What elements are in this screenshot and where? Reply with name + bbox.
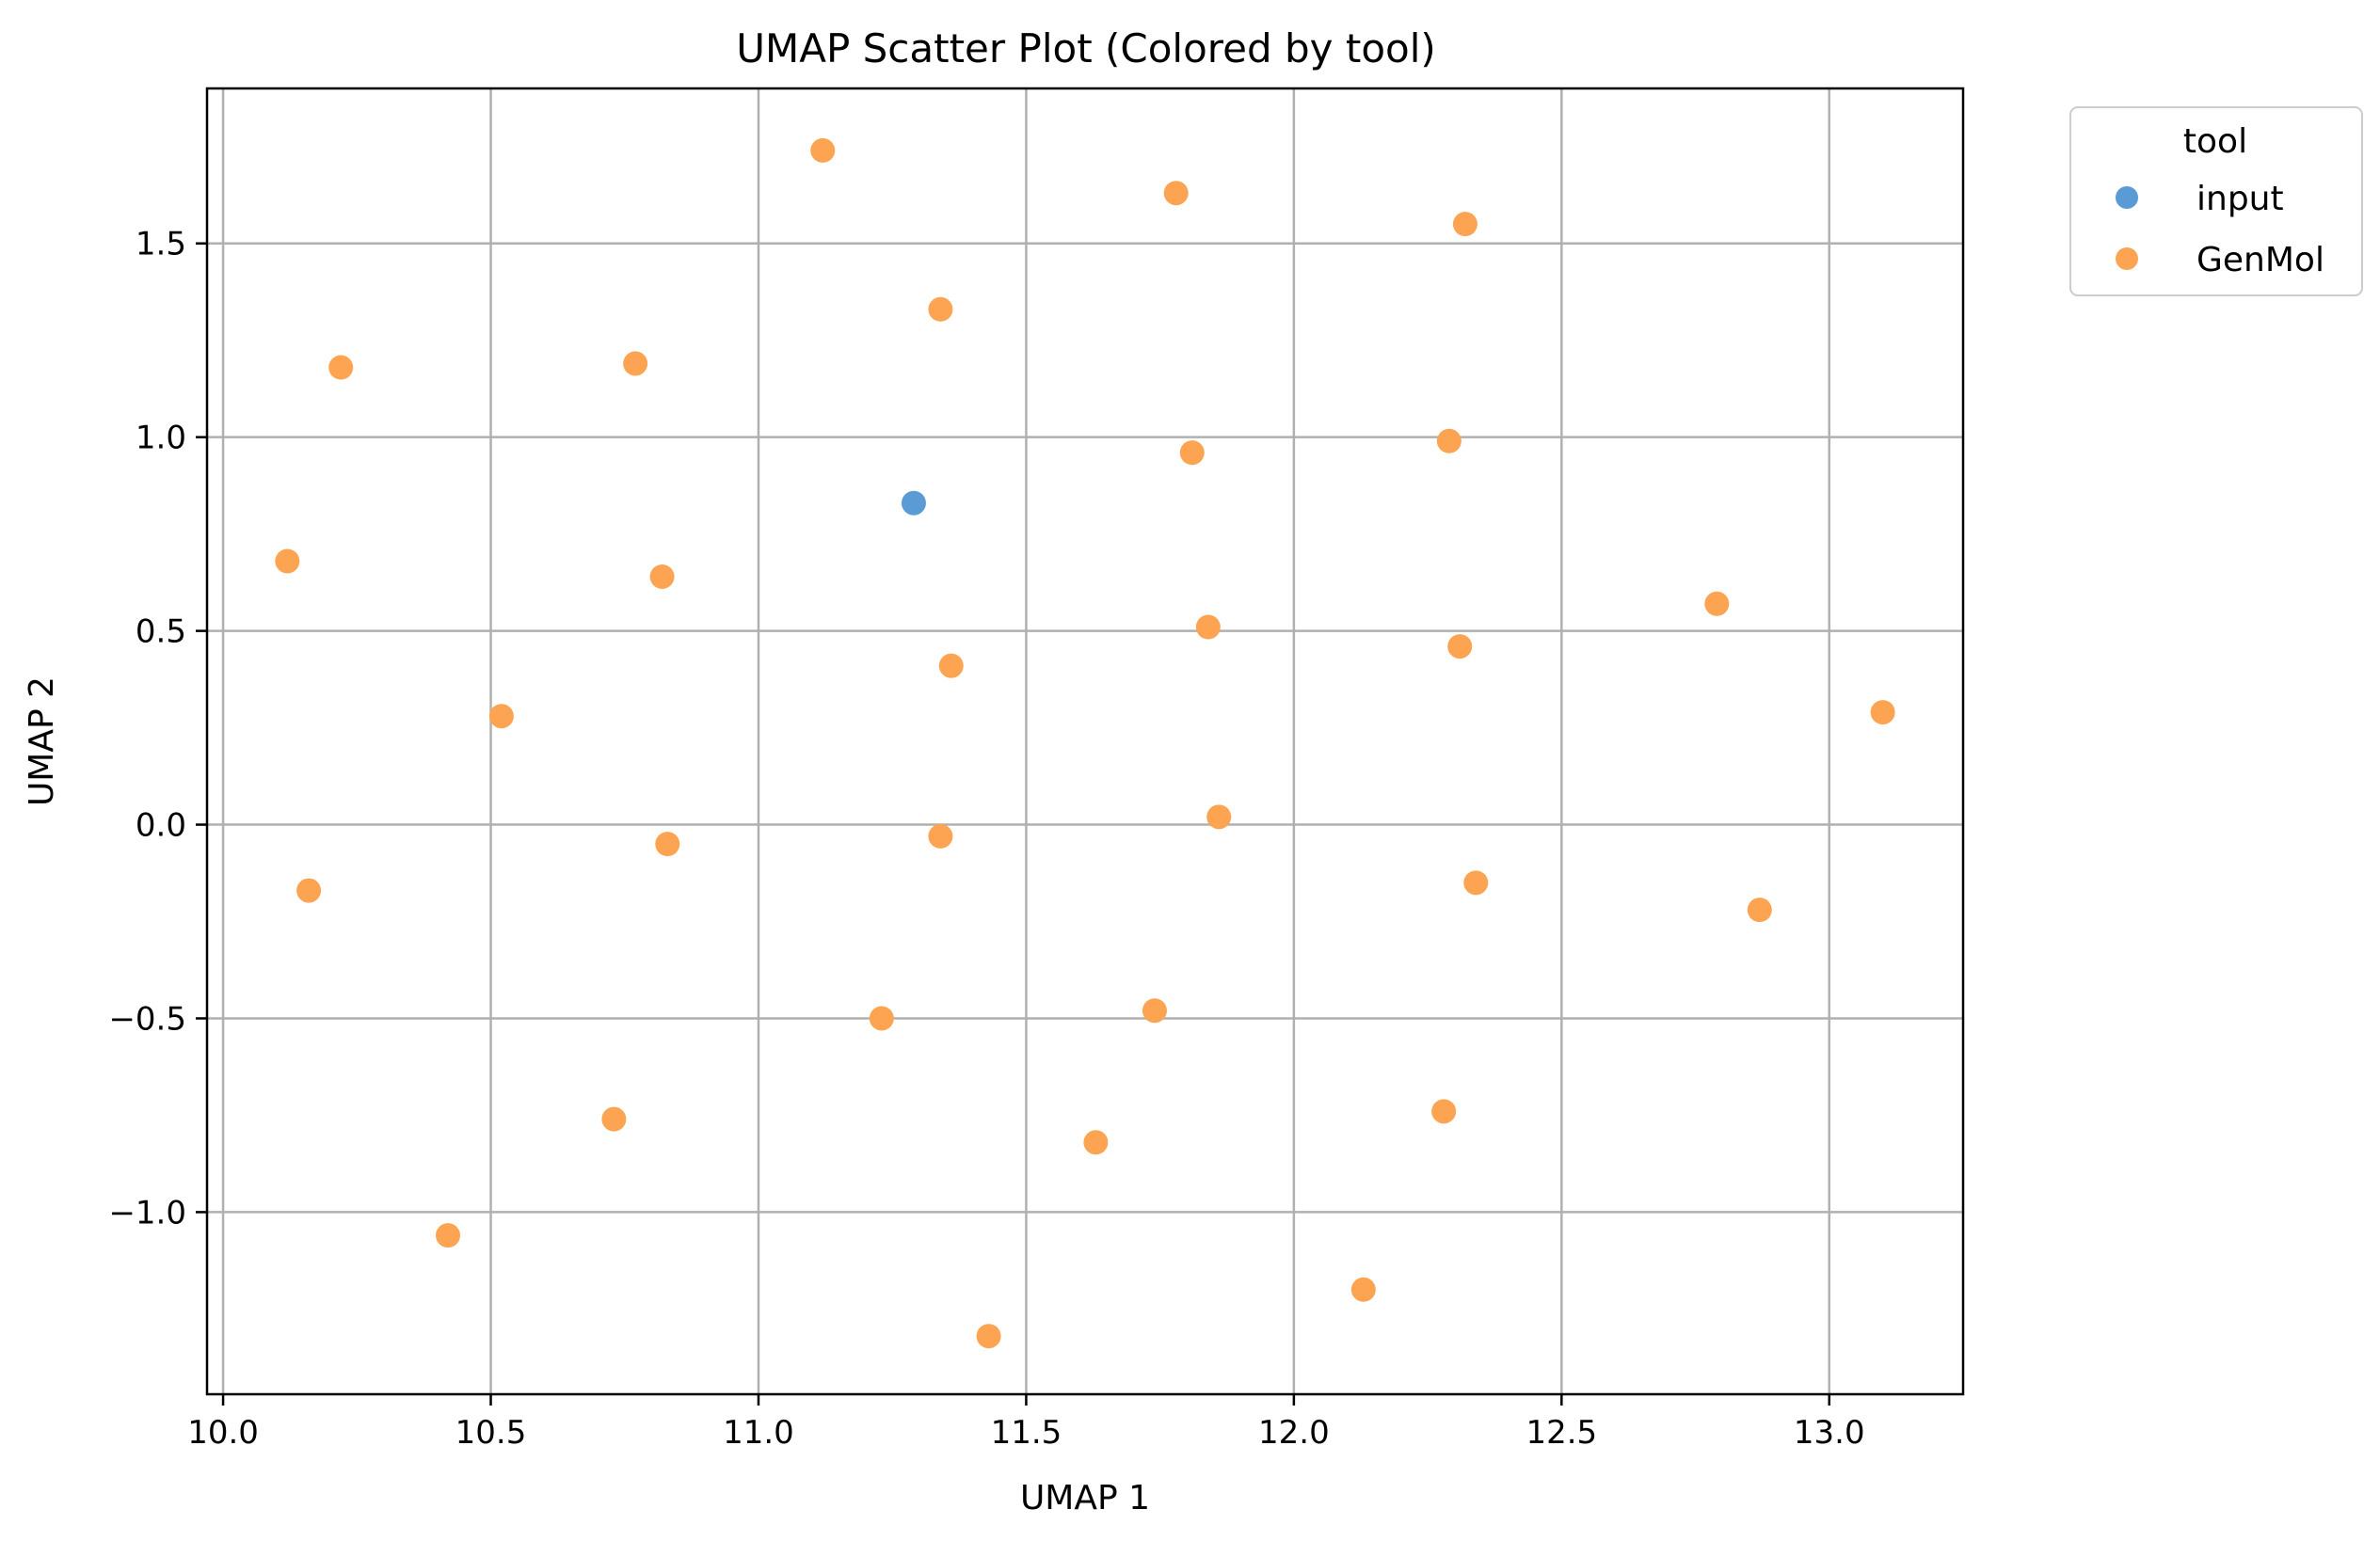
x-tick-label: 12.5	[1525, 1414, 1597, 1452]
point-genmol	[869, 1006, 894, 1031]
point-genmol	[1463, 870, 1489, 896]
point-genmol	[928, 823, 953, 849]
point-genmol	[296, 878, 322, 903]
legend-marker-input	[2116, 186, 2138, 209]
point-genmol	[1870, 700, 1895, 725]
y-tick-label: 0.0	[136, 807, 186, 845]
point-genmol	[1747, 898, 1772, 923]
point-genmol	[1163, 181, 1189, 206]
point-genmol	[328, 355, 354, 380]
y-tick-label: −1.0	[108, 1194, 186, 1231]
point-genmol	[1195, 614, 1221, 640]
x-tick-label: 12.0	[1258, 1414, 1330, 1452]
point-genmol	[1436, 428, 1462, 453]
point-genmol	[1083, 1130, 1109, 1155]
legend: tool input GenMol	[2069, 106, 2363, 296]
x-tick-label: 10.5	[455, 1414, 527, 1452]
point-genmol	[1431, 1099, 1457, 1124]
axis-ticks: 10.0 10.5 11.0 11.5 12.0 12.5 13.0 −1.0 −0.5 0.0 0…	[108, 226, 1864, 1452]
point-genmol	[649, 564, 675, 589]
x-tick-label: 13.0	[1794, 1414, 1865, 1452]
data-points	[275, 137, 1895, 1349]
x-tick-label: 11.5	[991, 1414, 1062, 1452]
x-tick-label: 10.0	[187, 1414, 259, 1452]
y-tick-label: 1.5	[136, 226, 186, 263]
point-genmol	[601, 1106, 627, 1132]
y-tick-label: −0.5	[108, 1000, 186, 1038]
point-genmol	[275, 548, 300, 574]
point-genmol	[938, 653, 964, 678]
point-genmol	[1350, 1277, 1376, 1302]
point-genmol	[1447, 634, 1473, 659]
x-tick-label: 11.0	[723, 1414, 794, 1452]
point-genmol	[623, 351, 648, 376]
point-genmol	[976, 1324, 1001, 1349]
point-genmol	[655, 832, 680, 857]
point-genmol	[810, 137, 836, 163]
legend-label-input: input	[2196, 180, 2284, 218]
point-genmol	[1206, 804, 1232, 830]
point-genmol	[488, 704, 514, 729]
plot-area-frame	[205, 87, 1965, 1396]
point-genmol	[1452, 212, 1478, 237]
legend-label-genmol: GenMol	[2196, 241, 2324, 279]
grid-lines	[207, 88, 1963, 1394]
y-axis-title: UMAP 2	[23, 676, 61, 806]
chart-title: UMAP Scatter Plot (Colored by tool)	[736, 25, 1436, 71]
point-genmol	[1179, 440, 1205, 466]
point-genmol	[1704, 591, 1730, 616]
legend-title: tool	[2183, 122, 2247, 161]
legend-box	[2069, 106, 2363, 296]
point-genmol	[928, 296, 953, 322]
point-input	[901, 490, 926, 516]
y-tick-label: 1.0	[136, 420, 186, 457]
point-genmol	[436, 1223, 461, 1248]
legend-marker-genmol	[2116, 247, 2138, 270]
point-genmol	[1142, 998, 1167, 1024]
x-axis-title: UMAP 1	[1020, 1479, 1150, 1517]
y-tick-label: 0.5	[136, 613, 186, 651]
